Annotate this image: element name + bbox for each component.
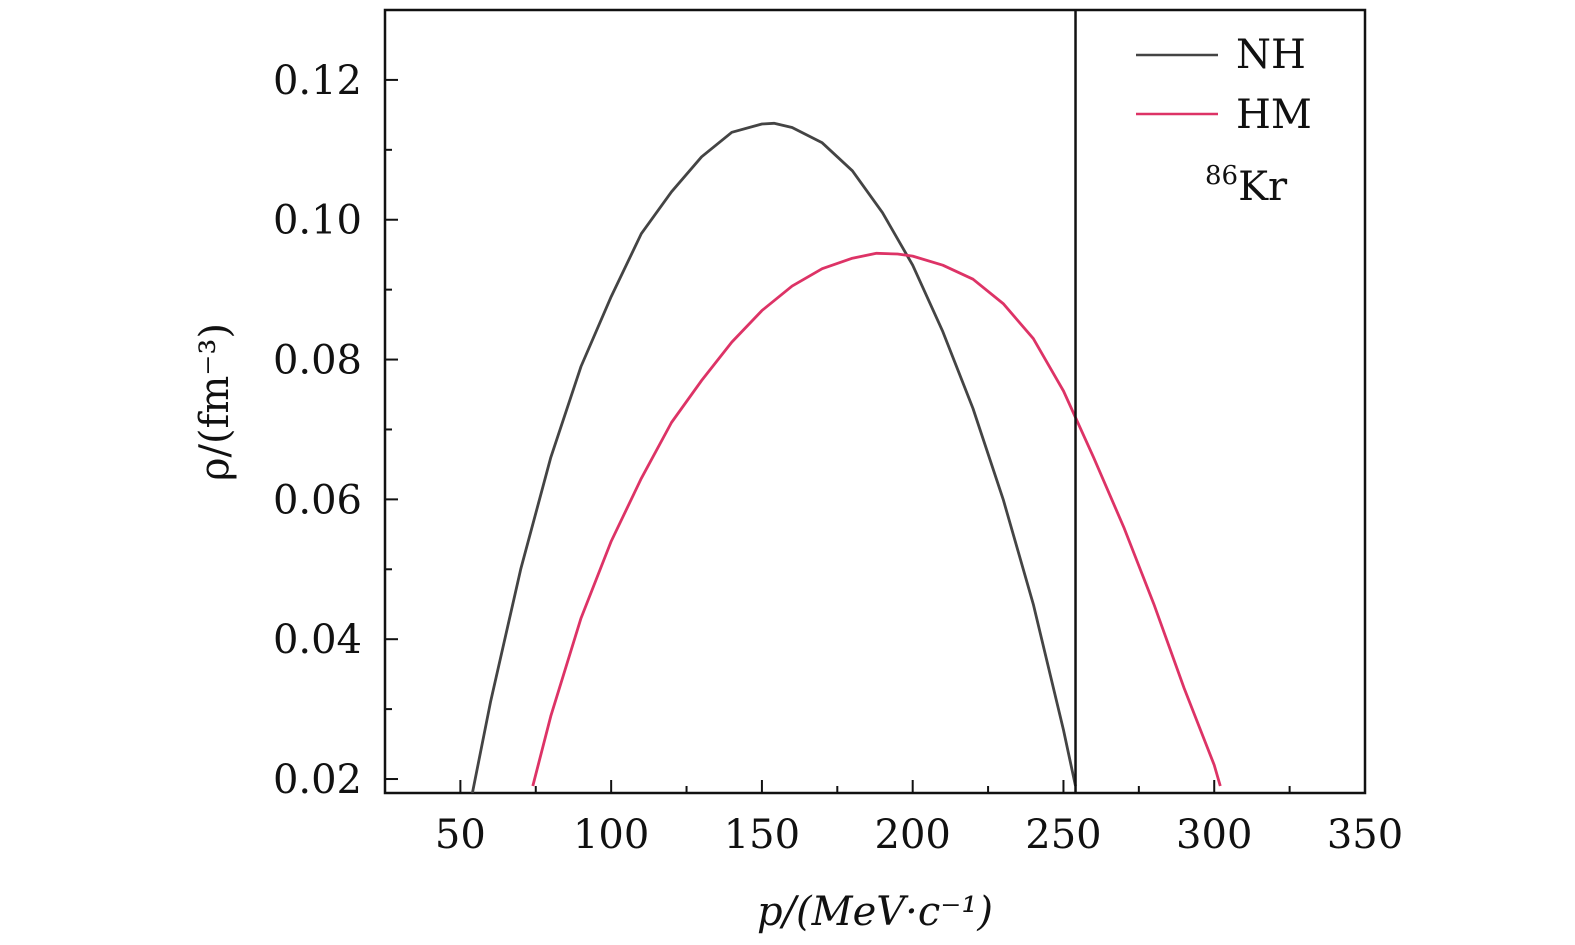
y-tick-label: 0.08 — [273, 338, 362, 384]
y-tick-label: 0.10 — [273, 198, 362, 244]
y-axis-ticks: 0.02 0.04 0.06 0.08 0.10 0.12 — [273, 58, 398, 803]
x-tick-label: 250 — [1025, 812, 1101, 858]
legend: NH HM — [1136, 32, 1312, 138]
x-axis-label: p/(MeV·c⁻¹) — [757, 889, 993, 935]
x-tick-label: 50 — [435, 812, 486, 858]
y-axis-label: ρ/(fm⁻³) — [192, 323, 238, 481]
legend-label-hm: HM — [1236, 92, 1312, 138]
x-tick-label: 100 — [573, 812, 649, 858]
nucleus-annotation: 86Kr — [1205, 161, 1288, 210]
y-tick-label: 0.02 — [273, 757, 362, 803]
series-line-nh — [471, 121, 1077, 793]
x-tick-label: 300 — [1176, 812, 1252, 858]
y-tick-label: 0.12 — [273, 58, 362, 104]
plot-frame — [383, 8, 1367, 795]
x-tick-label: 150 — [724, 812, 800, 858]
legend-label-nh: NH — [1236, 32, 1306, 78]
series-line-hm — [531, 251, 1222, 787]
y-tick-label: 0.06 — [273, 477, 362, 523]
x-tick-label: 350 — [1327, 812, 1403, 858]
y-tick-label: 0.04 — [273, 617, 362, 663]
series-layer — [471, 121, 1222, 793]
x-tick-label: 200 — [875, 812, 951, 858]
x-axis-ticks: 50 100 150 200 250 300 350 — [435, 780, 1403, 858]
